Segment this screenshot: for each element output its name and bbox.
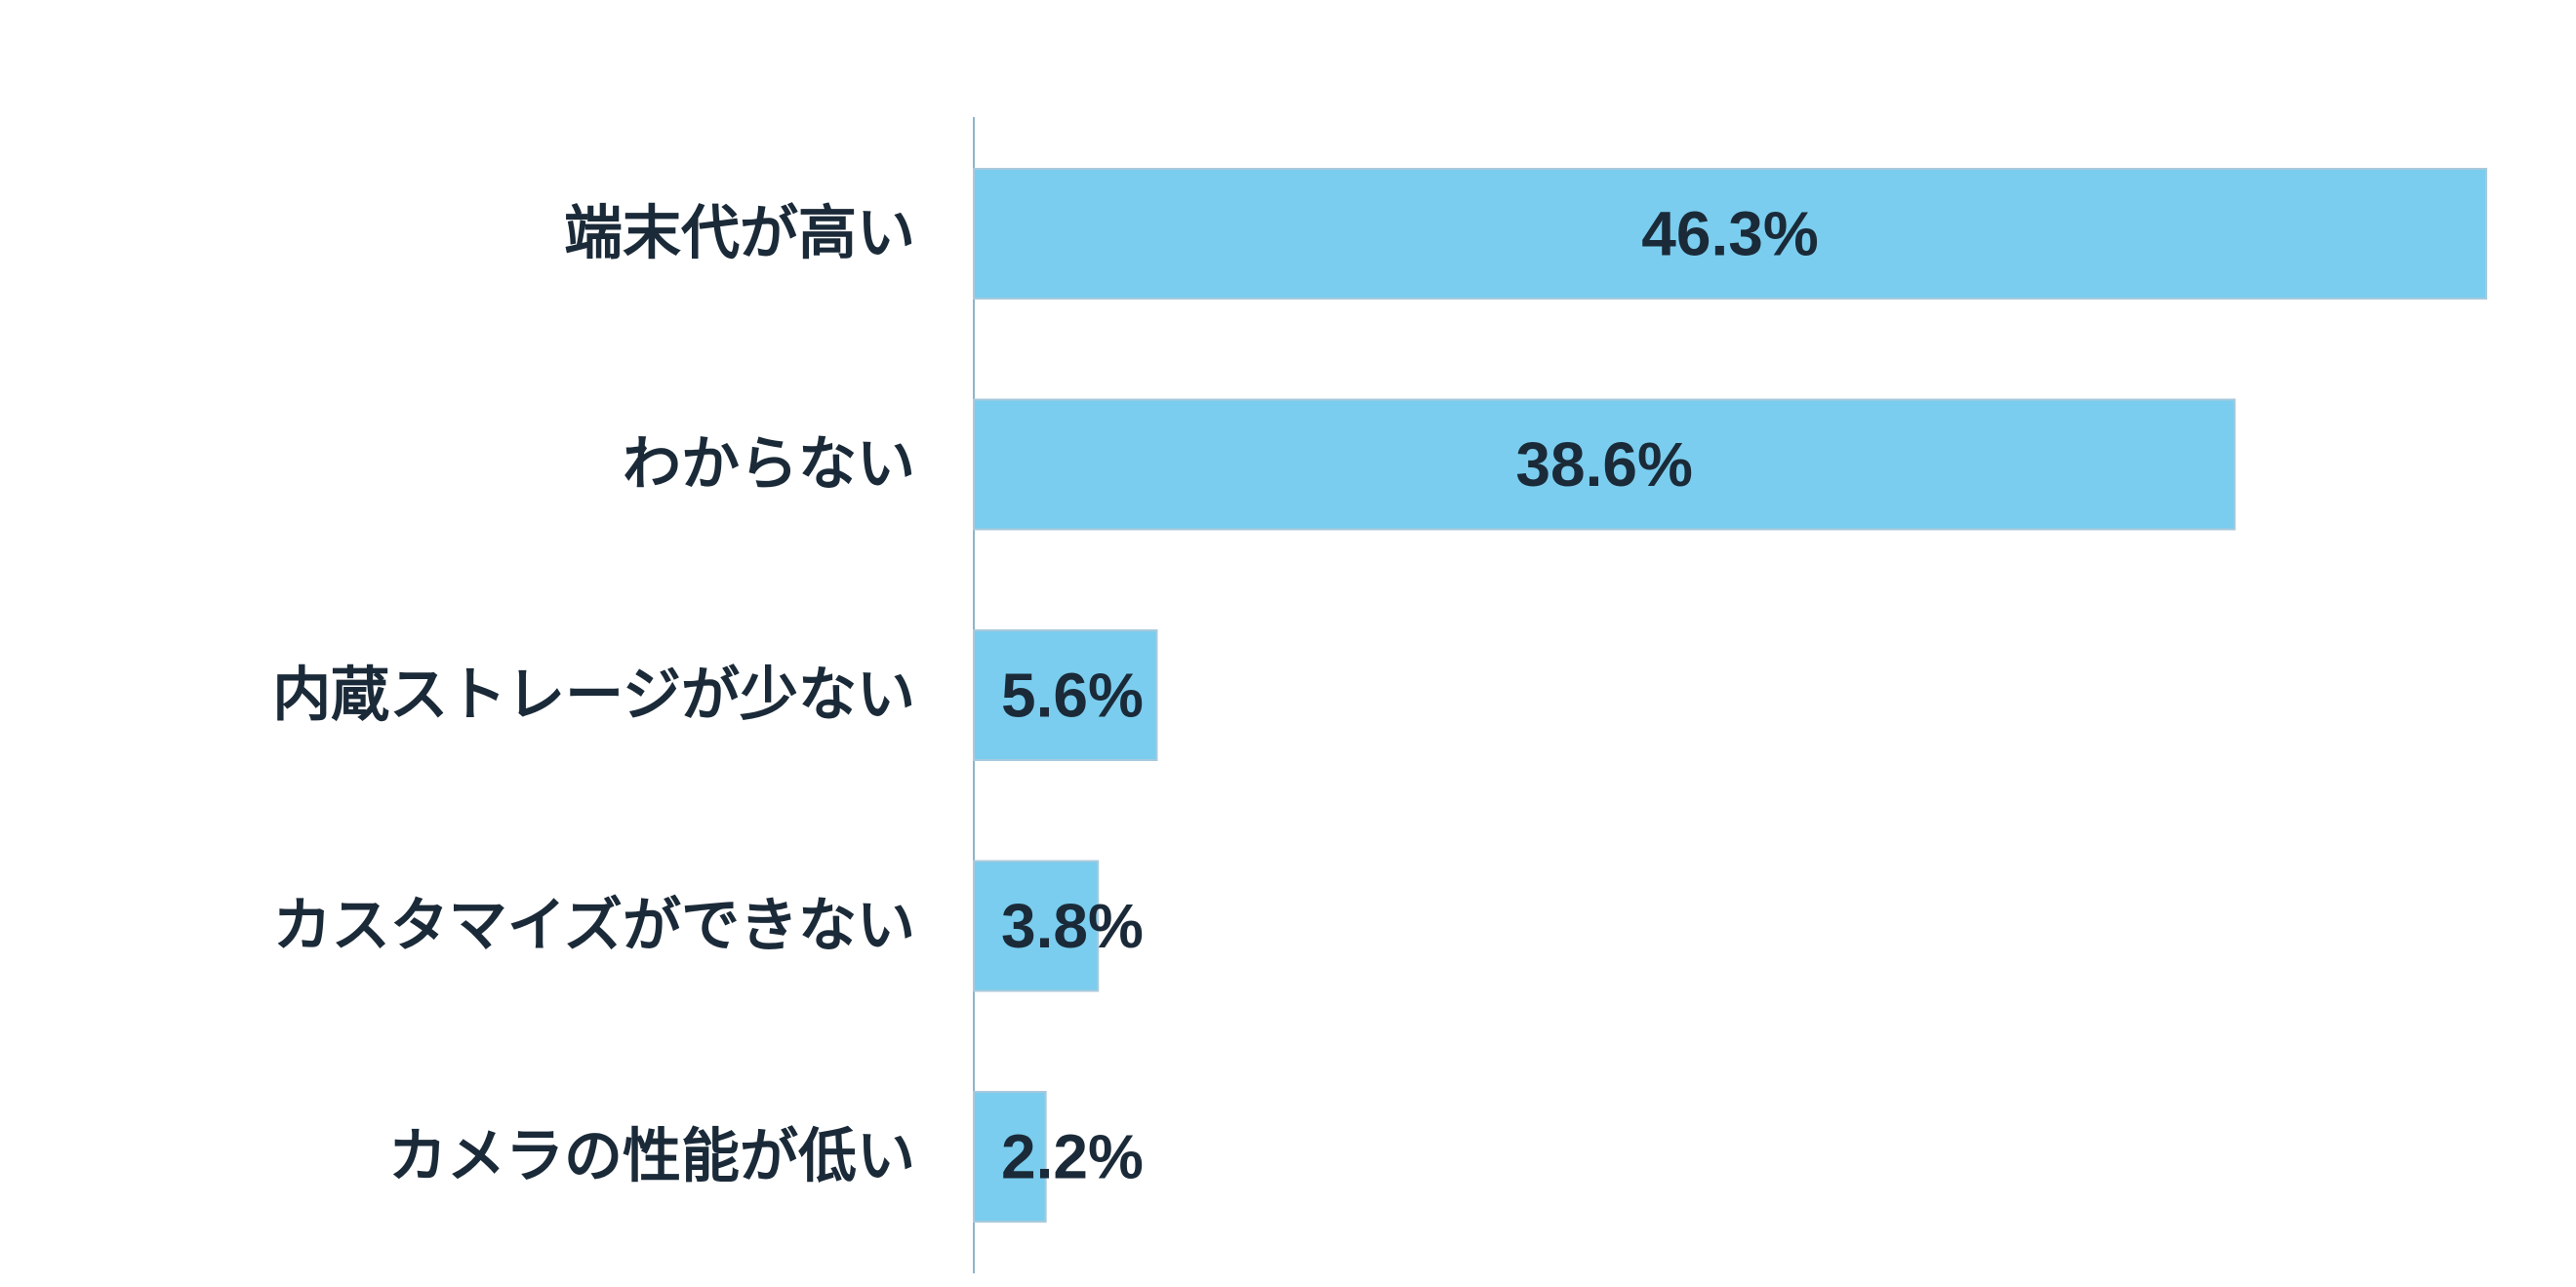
- category-label-4: カスタマイズができない: [273, 892, 915, 960]
- value-label-5: 2.2%: [1001, 1122, 1144, 1192]
- category-label-5: カメラの性能が低い: [388, 1123, 915, 1191]
- bar-3: [973, 629, 1158, 761]
- bar-2: [973, 398, 2236, 531]
- value-label-1: 46.3%: [1641, 199, 1818, 269]
- bar-5: [973, 1091, 1047, 1223]
- category-labels-group: 端末代が高いわからない内蔵ストレージが少ないカスタマイズができないカメラの性能が…: [272, 200, 915, 1191]
- category-label-3: 内蔵ストレージが少ない: [272, 662, 915, 730]
- category-label-1: 端末代が高い: [564, 200, 915, 268]
- bar-1: [973, 168, 2487, 300]
- value-label-2: 38.6%: [1515, 429, 1692, 500]
- category-label-2: わからない: [623, 430, 915, 499]
- value-label-4: 3.8%: [1001, 891, 1144, 961]
- bars-group: [973, 168, 2487, 1223]
- bar-4: [973, 860, 1100, 992]
- value-label-3: 5.6%: [1001, 661, 1144, 731]
- value-labels-group: 46.3% 38.6% 5.6% 3.8% 2.2%: [1001, 199, 1819, 1192]
